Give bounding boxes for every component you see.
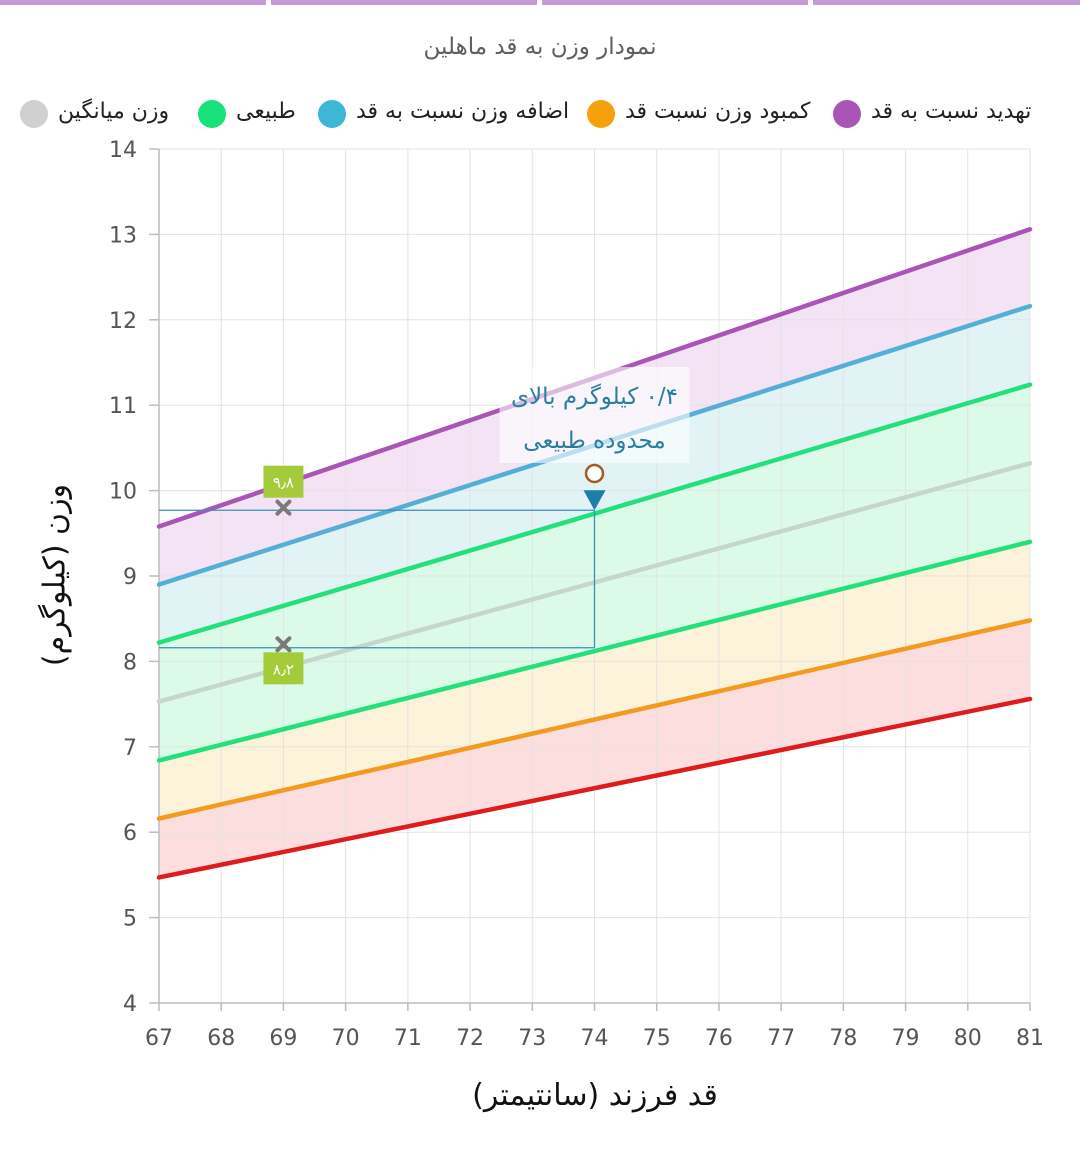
x-tick-label: 81 (1016, 1026, 1044, 1051)
legend-label: طبیعی (236, 99, 296, 124)
chart-title: نمودار وزن به قد ماهلین (423, 34, 657, 60)
tab-indicator[interactable] (271, 0, 537, 5)
x-tick-label: 77 (767, 1026, 795, 1051)
x-tick-label: 75 (643, 1026, 671, 1051)
legend-item-average[interactable]: وزن میانگین (20, 96, 190, 132)
x-tick-label: 78 (829, 1026, 857, 1051)
legend-label: کمبود وزن نسبت قد (625, 99, 811, 124)
legend-item-overweight[interactable]: اضافه وزن نسبت به قد (318, 96, 578, 132)
annotation-text: محدوده طبیعی (523, 428, 665, 454)
legend-dot-icon (833, 100, 861, 128)
range-x-marker (275, 499, 292, 516)
y-axis-title: وزن (کیلوگرم) (37, 483, 73, 667)
x-tick-label: 68 (207, 1026, 235, 1051)
range-marker-label: ۸٫۲ (273, 660, 294, 678)
legend-item-normal[interactable]: طبیعی (198, 96, 308, 132)
x-tick-label: 67 (145, 1026, 173, 1051)
y-tick-label: 12 (109, 309, 137, 334)
range-marker-label-box (263, 652, 304, 685)
x-tick-label: 70 (332, 1026, 360, 1051)
legend-dot-icon (20, 100, 48, 128)
legend-label: وزن میانگین (58, 99, 170, 124)
tab-indicator[interactable] (813, 0, 1080, 5)
y-tick-label: 5 (123, 907, 137, 932)
y-tick-label: 8 (123, 650, 137, 675)
series-line-underweight (156, 618, 1033, 821)
x-tick-label: 79 (892, 1026, 920, 1051)
measurement-point (584, 463, 605, 484)
tab-indicator[interactable] (542, 0, 808, 5)
y-tick-label: 14 (109, 138, 137, 163)
x-tick-label: 69 (269, 1026, 297, 1051)
range-marker-label-box (263, 465, 304, 498)
annotation-box (499, 367, 690, 464)
x-tick-label: 74 (581, 1026, 609, 1051)
y-tick-label: 6 (123, 821, 137, 846)
x-tick-label: 73 (518, 1026, 546, 1051)
legend-label: تهدید نسبت به قد (871, 99, 1032, 124)
y-tick-label: 9 (123, 565, 137, 590)
legend-dot-icon (318, 100, 346, 128)
chart-legend: تهدید نسبت به قد کمبود وزن نسبت قد اضافه… (0, 96, 1080, 132)
annotation-text: ۰/۴ کیلوگرم بالای (511, 383, 678, 410)
x-tick-label: 80 (954, 1026, 982, 1051)
legend-item-threat[interactable]: تهدید نسبت به قد (833, 96, 1080, 132)
range-x-marker (275, 636, 292, 653)
series-line-normal-lower (156, 539, 1033, 763)
x-tick-label: 72 (456, 1026, 484, 1051)
tab-bar (0, 0, 1080, 6)
y-tick-label: 7 (123, 736, 137, 761)
series-line-severe (156, 696, 1033, 880)
range-marker-label: ۹٫۸ (273, 474, 294, 492)
legend-dot-icon (587, 100, 615, 128)
y-tick-label: 11 (109, 394, 137, 419)
y-tick-label: 4 (123, 992, 137, 1017)
legend-item-underweight[interactable]: کمبود وزن نسبت قد (587, 96, 822, 132)
x-tick-label: 71 (394, 1026, 422, 1051)
x-axis-title: قد فرزند (سانتیمتر) (472, 1078, 718, 1113)
measurement-arrow-icon (583, 490, 606, 511)
legend-dot-icon (198, 100, 226, 128)
legend-label: اضافه وزن نسبت به قد (356, 99, 570, 124)
x-tick-label: 76 (705, 1026, 733, 1051)
y-tick-label: 13 (109, 223, 137, 248)
y-tick-label: 10 (109, 480, 137, 505)
tab-indicator[interactable] (0, 0, 266, 5)
